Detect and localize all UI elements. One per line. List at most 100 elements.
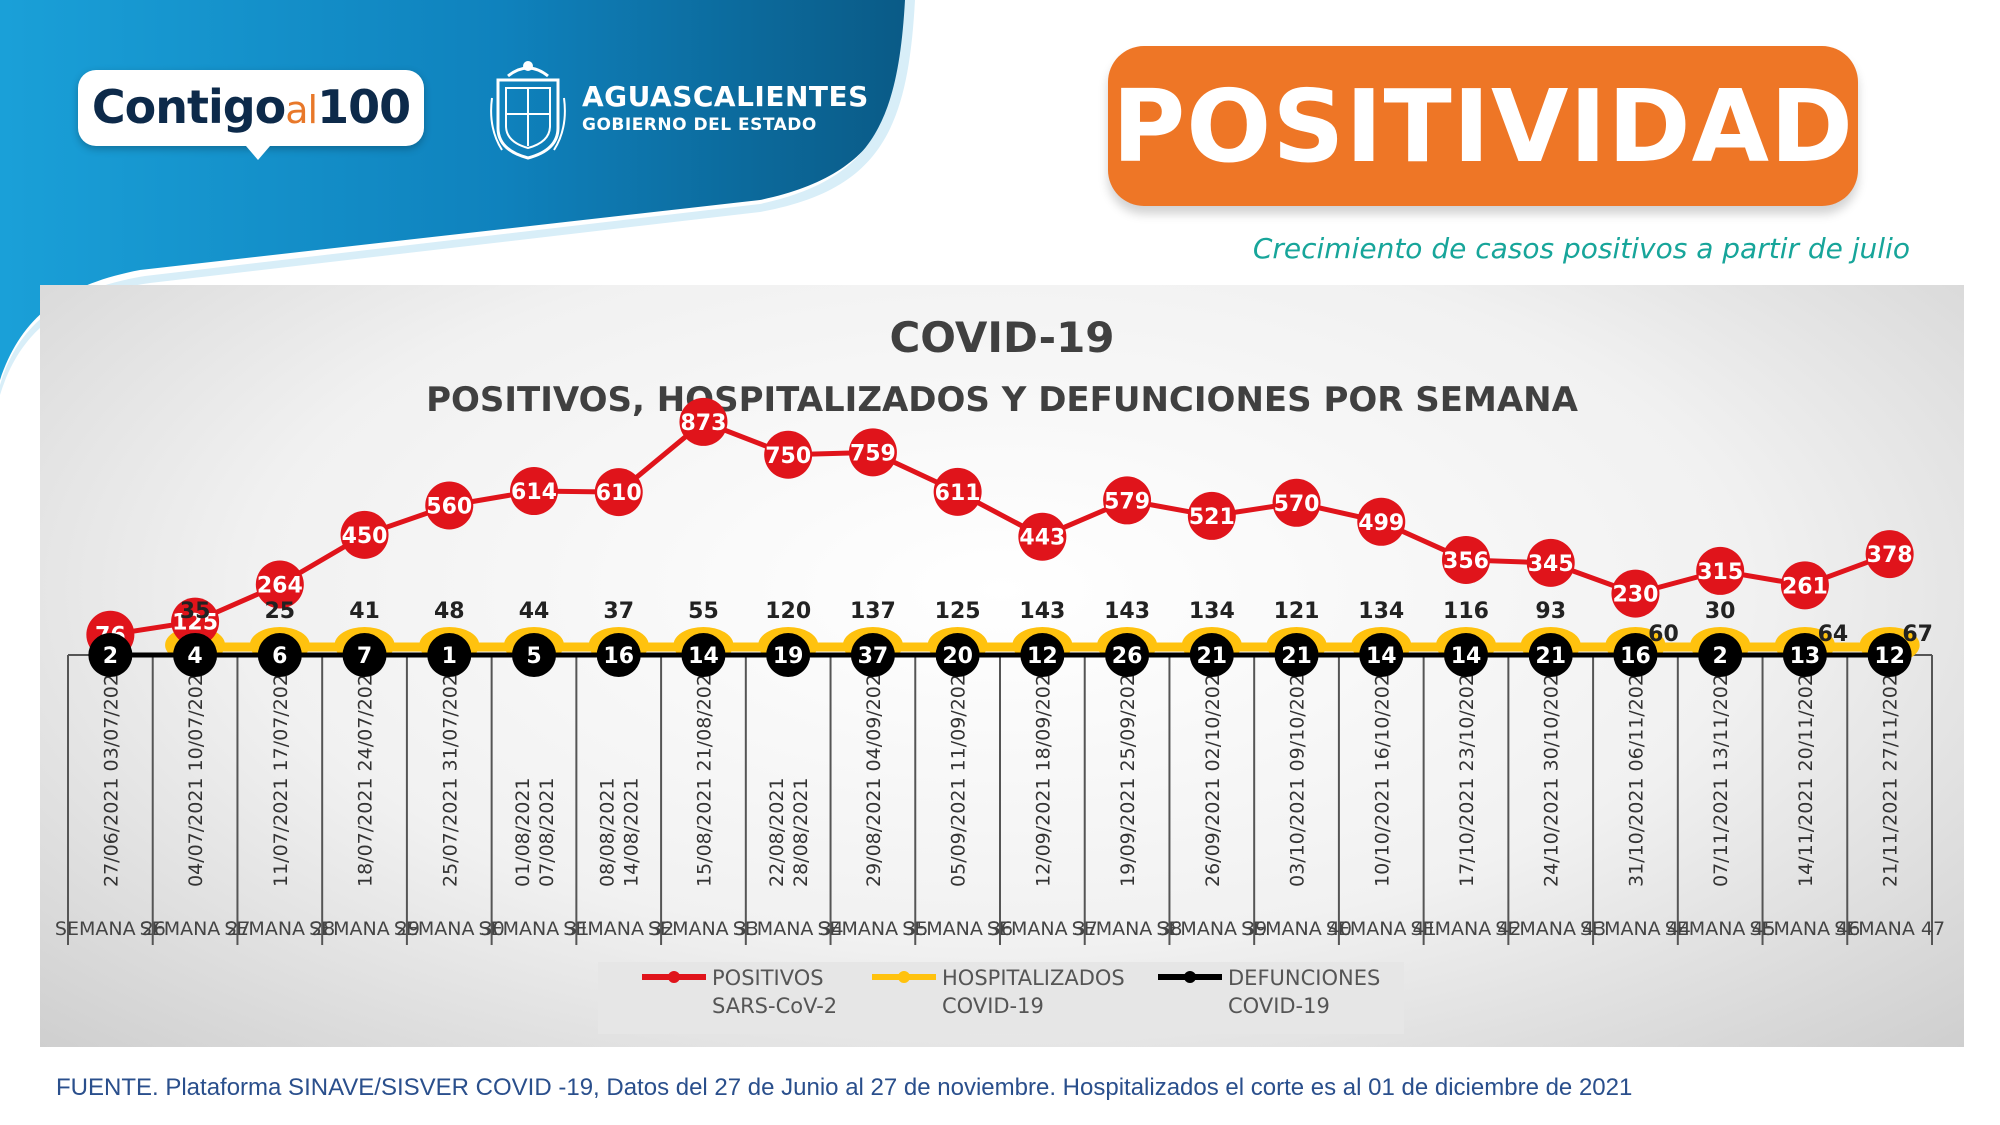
state-seal-icon — [490, 61, 566, 160]
positivos-marker — [594, 468, 643, 517]
x-tick-week-label: SEMANA 31 — [479, 918, 590, 940]
defunciones-data-label: 2 — [1713, 644, 1728, 669]
x-tick-date-label: 08/08/2021 — [597, 777, 619, 887]
x-tick-date-label: 28/08/2021 — [790, 777, 812, 887]
x-tick-date-label: 27/06/2021 03/07/2021 — [100, 662, 122, 887]
x-tick-date-label: 10/10/2021 16/10/2021 — [1371, 662, 1393, 887]
defunciones-data-label: 19 — [773, 644, 804, 669]
positivos-marker — [171, 597, 220, 646]
positivos-data-label: 499 — [1358, 511, 1404, 536]
positivos-data-label: 560 — [426, 494, 472, 519]
logo-word-3: 100 — [317, 80, 411, 134]
defunciones-data-label: 1 — [442, 644, 457, 669]
x-tick-week-label: SEMANA 34 — [733, 918, 844, 940]
defunciones-marker — [850, 633, 895, 677]
defunciones-data-label: 6 — [272, 644, 287, 669]
positivos-marker — [1103, 476, 1152, 525]
positivos-marker — [1526, 538, 1575, 587]
x-tick-week-label: SEMANA 32 — [563, 918, 674, 940]
positivos-data-label: 345 — [1528, 552, 1574, 577]
hospitalizados-data-label: 41 — [349, 599, 380, 624]
legend-swatch-marker — [668, 971, 680, 983]
positivos-data-label: 261 — [1782, 574, 1828, 599]
defunciones-marker — [88, 633, 133, 677]
defunciones-data-label: 14 — [1366, 644, 1397, 669]
legend-label: COVID-19 — [1228, 994, 1330, 1018]
contigo-logo: Contigoal100 — [78, 70, 424, 160]
legend-label: SARS-CoV-2 — [712, 994, 837, 1018]
hospitalizados-data-label: 30 — [1705, 599, 1736, 624]
defunciones-marker — [1782, 633, 1827, 677]
x-tick-week-label: SEMANA 33 — [648, 918, 759, 940]
defunciones-data-label: 7 — [357, 644, 372, 669]
defunciones-marker — [1528, 633, 1573, 677]
defunciones-data-label: 14 — [1451, 644, 1482, 669]
positivos-marker — [1780, 561, 1829, 610]
x-tick-date-label: 24/10/2021 30/10/2021 — [1541, 662, 1563, 887]
defunciones-data-label: 37 — [858, 644, 889, 669]
positivos-marker — [255, 560, 304, 609]
hospitalizados-data-label: 93 — [1535, 599, 1566, 624]
defunciones-data-label: 12 — [1027, 644, 1058, 669]
x-tick-week-label: SEMANA 37 — [987, 918, 1098, 940]
source-note: FUENTE. Plataforma SINAVE/SISVER COVID -… — [56, 1074, 1633, 1101]
x-tick-week-label: SEMANA 26 — [55, 918, 166, 940]
defunciones-marker — [1698, 633, 1743, 677]
logo-word-1: Contigo — [91, 80, 286, 134]
defunciones-data-label: 16 — [603, 644, 634, 669]
hospitalizados-data-label: 134 — [1189, 599, 1235, 624]
x-tick-date-label: 11/07/2021 17/07/2021 — [270, 662, 292, 887]
defunciones-data-label: 4 — [187, 644, 202, 669]
x-tick-week-label: SEMANA 40 — [1241, 918, 1352, 940]
legend-label: POSITIVOS — [712, 966, 824, 990]
defunciones-marker — [596, 633, 641, 677]
hospitalizados-data-label: 116 — [1443, 599, 1489, 624]
hospitalizados-data-label: 35 — [180, 599, 211, 624]
positivos-marker — [1018, 512, 1067, 561]
hospitalizados-data-label: 48 — [434, 599, 465, 624]
x-tick-date-label: 21/11/2021 27/11/2021 — [1880, 662, 1902, 887]
defunciones-marker — [681, 633, 726, 677]
x-tick-week-label: SEMANA 45 — [1665, 918, 1776, 940]
x-tick-date-label: 12/09/2021 18/09/2021 — [1032, 662, 1054, 887]
defunciones-marker — [1444, 633, 1488, 677]
defunciones-data-label: 21 — [1535, 644, 1566, 669]
x-tick-week-label: SEMANA 44 — [1580, 918, 1691, 940]
x-tick-date-label: 14/11/2021 20/11/2021 — [1795, 662, 1817, 887]
x-tick-date-label: 05/09/2021 11/09/2021 — [948, 662, 970, 887]
positivos-marker — [1696, 546, 1745, 595]
x-tick-week-label: SEMANA 35 — [817, 918, 928, 940]
defunciones-marker — [342, 633, 387, 677]
positivos-data-label: 614 — [511, 480, 557, 505]
plot-area: 27/06/2021 03/07/2021 SEMANA 26 04/07/2021… — [55, 397, 1945, 945]
defunciones-data-label: 26 — [1112, 644, 1143, 669]
chart-panel: COVID-19 POSITIVOS, HOSPITALIZADOS Y DEF… — [40, 285, 1964, 1047]
x-tick-date-label: 22/08/2021 — [766, 777, 788, 887]
hospitalizados-data-label: 37 — [603, 599, 634, 624]
positivos-marker — [679, 397, 728, 446]
x-tick-date-label: 31/10/2021 06/11/2021 — [1625, 662, 1647, 887]
x-tick-date-label: 04/07/2021 10/07/2021 — [185, 662, 207, 887]
defunciones-data-label: 21 — [1197, 644, 1228, 669]
x-tick-date-label: 18/07/2021 24/07/2021 — [355, 662, 377, 887]
legend-label: DEFUNCIONES — [1228, 966, 1380, 990]
defunciones-data-label: 2 — [103, 644, 118, 669]
positivos-data-label: 579 — [1104, 489, 1150, 514]
defunciones-marker — [427, 633, 472, 677]
hospitalizados-data-label: 143 — [1019, 599, 1065, 624]
positivos-marker — [1611, 569, 1660, 618]
x-tick-date-label: 07/11/2021 13/11/2021 — [1710, 662, 1732, 887]
positivos-marker — [1865, 530, 1914, 579]
x-tick-week-label: SEMANA 41 — [1326, 918, 1437, 940]
x-tick-week-label: SEMANA 30 — [394, 918, 505, 940]
defunciones-data-label: 20 — [942, 644, 973, 669]
hospitalizados-data-label: 44 — [519, 599, 550, 624]
positivos-marker — [1357, 497, 1406, 546]
positivos-data-label: 315 — [1697, 560, 1743, 585]
positivos-data-label: 450 — [342, 524, 388, 549]
x-tick-week-label: SEMANA 38 — [1072, 918, 1183, 940]
positivos-marker — [340, 510, 389, 559]
x-tick-week-label: SEMANA 39 — [1156, 918, 1267, 940]
positivos-data-label: 230 — [1612, 583, 1658, 608]
x-tick-date-label: 19/09/2021 25/09/2021 — [1117, 662, 1139, 887]
